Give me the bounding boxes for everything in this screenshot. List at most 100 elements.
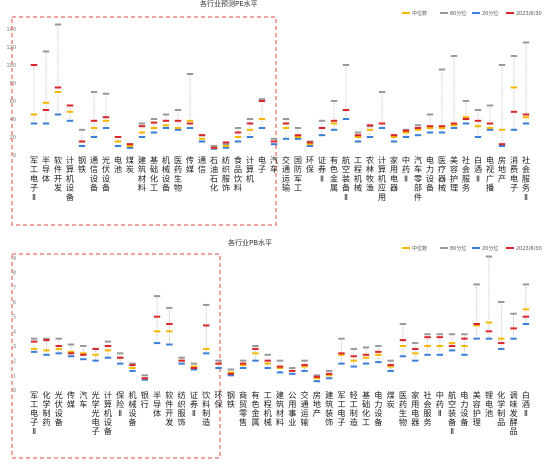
x-category-label: 证券 Ⅱ (318, 155, 326, 183)
x-category-label: 计算机设备 (66, 155, 75, 202)
y-axis-ticks: 0 1 2 3 4 5 6 7 8 9 (13, 256, 16, 394)
x-category-label: 美容护理 (450, 155, 458, 193)
x-category-label: 传媒 (186, 155, 194, 174)
x-category-label: 石油石化 (210, 155, 218, 193)
x-category-label: 基础化工 (362, 390, 370, 427)
x-category-label: 公用事业 (288, 390, 296, 427)
x-category-label: 纺织服饰 (222, 155, 230, 193)
x-category-label: 钢铁 (78, 155, 86, 174)
x-category-label: 商贸零售 (239, 390, 247, 427)
y-tick-label: 4 (13, 329, 16, 335)
legend-label: 20分位 (482, 10, 498, 17)
x-category-label: 纺织服饰 (178, 390, 186, 427)
y-tick-label: 3 (13, 344, 16, 350)
highlight-box (11, 253, 221, 459)
y-tick-label: 40 (10, 117, 16, 123)
x-category-label: 家用电器 (411, 390, 419, 427)
x-category-label: 军工电子 Ⅱ (30, 155, 38, 202)
plot-area (30, 23, 530, 150)
x-category-label: 工程机械 (354, 155, 363, 193)
x-category-label: 美容护理 (473, 390, 481, 427)
x-category-label: 银行 (141, 390, 149, 409)
x-category-label: 电池 (114, 155, 122, 174)
x-category-label: 电子 (258, 155, 266, 174)
y-tick-label: 60 (10, 99, 16, 105)
y-tick-label: 80 (10, 81, 16, 87)
y-tick-label: 0 (13, 153, 16, 159)
x-category-label: 保险 Ⅱ (116, 390, 125, 418)
x-axis-labels: 军工电子 Ⅱ 半导体软件开发计算机设备钢铁通信设备光伏设备电池煤炭建筑材料基础化工机… (30, 155, 530, 202)
x-category-label: 国防军工 (294, 155, 302, 193)
x-category-label: 轻工制造 (350, 390, 358, 427)
x-category-label: 医药生物 (174, 155, 182, 193)
legend-label: 2023/6/30 (516, 246, 542, 252)
x-category-label: 化学制品 (497, 390, 505, 427)
y-tick-label: 0 (13, 388, 16, 394)
x-category-label: 煤炭 (126, 155, 134, 174)
x-category-label: 软件开发 (54, 155, 62, 193)
x-category-label: 军工电子 (337, 390, 345, 427)
x-category-label: 房地产 (498, 155, 506, 183)
x-category-label: 有色金属 (330, 155, 338, 193)
legend-label: 80分位 (450, 10, 466, 17)
x-category-label: 机械设备 (128, 390, 137, 427)
y-tick-label: 5 (13, 315, 16, 321)
legend-label: 20分位 (482, 245, 498, 252)
legend-label: 中位数 (412, 10, 427, 17)
x-category-label: 传媒 (67, 390, 75, 409)
y-tick-label: 100 (6, 63, 16, 69)
legend: 中位数 80分位 20分位 2023/6/30 (402, 245, 542, 252)
x-category-label: 电力设备 (374, 390, 382, 427)
x-category-label: 汽车零部件 (414, 155, 422, 202)
x-category-label: 煤炭 (387, 390, 395, 409)
y-tick-label: 8 (13, 271, 16, 277)
pb-panel: 各行业PB水平 中位数 80分位 20分位 2023/6/30 0 1 2 3 … (11, 238, 542, 459)
highlight-box (11, 16, 277, 226)
x-category-label: 调味发酵品 (509, 390, 517, 436)
x-category-label: 计算机应用 (378, 155, 387, 202)
x-category-label: 军工电子 Ⅱ (30, 390, 38, 436)
y-tick-label: 20 (10, 135, 16, 141)
y-tick-label: 140 (6, 27, 16, 33)
x-category-label: 饮料制造 (202, 390, 210, 427)
legend-label: 中位数 (412, 245, 427, 252)
x-category-label: 钢铁 (227, 390, 235, 409)
legend: 中位数 80分位 20分位 2023/6/30 (402, 10, 542, 17)
legend-label: 2023/6/30 (516, 11, 542, 17)
x-category-label: 光学光电子 (92, 390, 100, 436)
x-category-label: 建筑材料 (138, 155, 146, 193)
x-category-label: 医疗器械 (438, 155, 446, 193)
x-category-label: 半导体 (42, 155, 50, 183)
x-category-label: 房地产 (313, 390, 321, 418)
x-category-label: 环保 (214, 390, 223, 409)
x-category-label: 食品饮料 (234, 155, 242, 193)
x-category-label: 家用电器 (390, 155, 398, 193)
x-category-label: 软件开发 (165, 390, 173, 427)
x-category-label: 社会服务 (462, 155, 470, 193)
y-tick-label: 1 (13, 373, 16, 379)
pe-panel: 各行业预测PE水平 中位数 80分位 20分位 2023/6/30 0 20 4… (6, 0, 542, 226)
x-category-label: 医药生物 (399, 390, 407, 427)
x-category-label: 环保 (306, 155, 315, 174)
y-tick-label: 9 (13, 256, 16, 262)
y-axis-ticks: 0 20 40 60 80 100 120 140 (6, 27, 16, 159)
x-category-label: 化学制药 (42, 390, 50, 427)
x-category-label: 白酒 Ⅱ (522, 390, 530, 418)
x-category-label: 计算机设备 (104, 390, 113, 436)
y-tick-label: 2 (13, 359, 16, 365)
x-category-label: 建筑材料 (276, 390, 284, 427)
x-category-label: 基础化工 (150, 155, 158, 193)
x-category-label: 计算机 (246, 155, 255, 183)
y-tick-label: 120 (6, 45, 16, 51)
y-tick-label: 6 (13, 300, 16, 306)
plot-area (30, 255, 530, 383)
x-category-label: 农林牧渔 (366, 155, 374, 193)
x-category-label: 航空装备 Ⅱ (342, 155, 350, 202)
x-category-label: 有色金属 (251, 390, 259, 427)
x-category-label: 社会服务 (423, 390, 431, 427)
x-category-label: 通信 (198, 155, 206, 174)
x-category-label: 中药 Ⅱ (436, 390, 444, 418)
x-category-label: 电力设备 (460, 390, 468, 427)
x-category-label: 社会服务 Ⅱ (522, 155, 530, 202)
